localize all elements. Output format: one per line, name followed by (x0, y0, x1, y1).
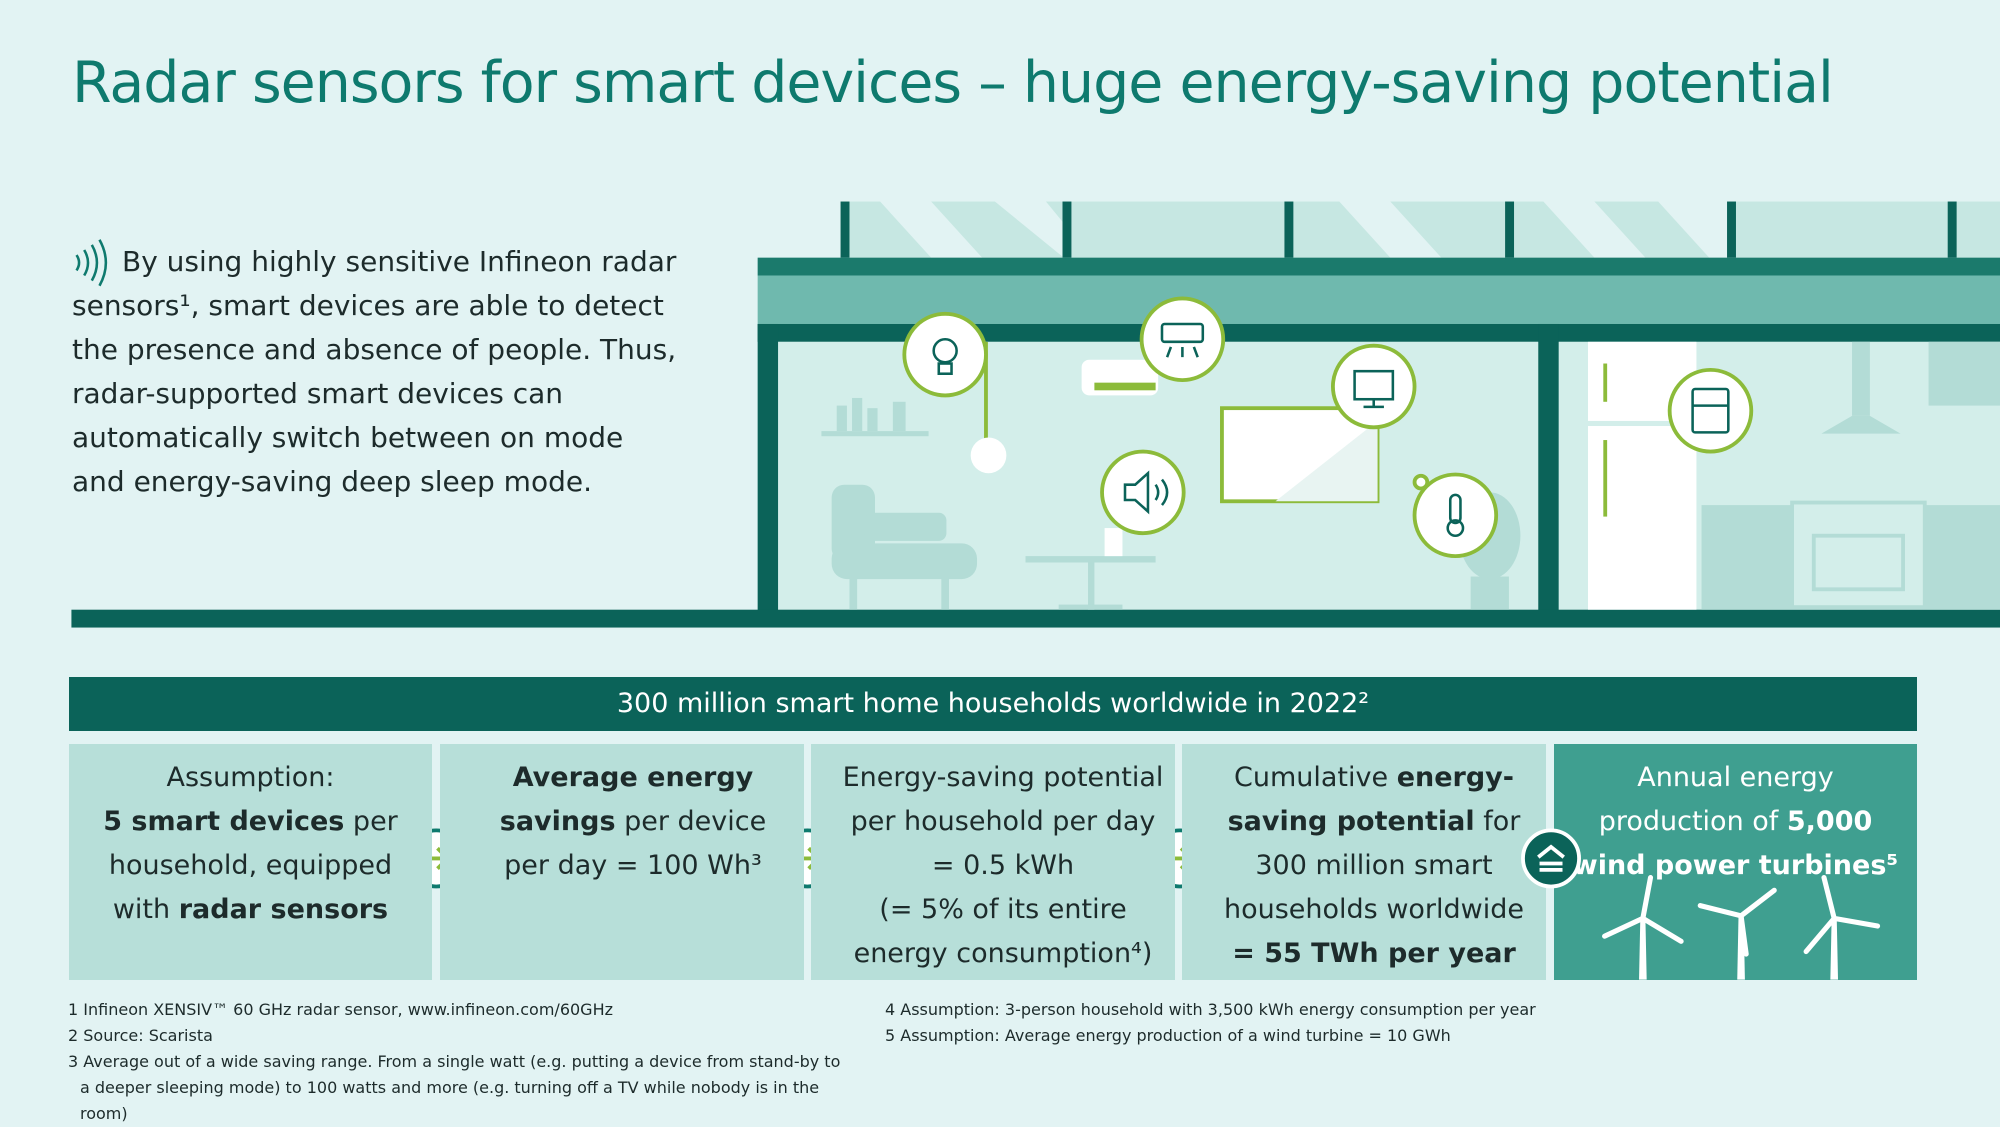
info-box: Annual energy production of 5,000 wind p… (1554, 744, 1917, 980)
ac-unit (1094, 382, 1156, 391)
info-box: Average energy savings per device per da… (440, 744, 804, 980)
info-box: Cumulative energy-saving potential for 3… (1182, 744, 1546, 980)
wall (757, 323, 779, 613)
wall (1538, 323, 1559, 613)
fridge (1603, 440, 1608, 517)
roof-band (757, 257, 2000, 276)
lamp-bulb (970, 437, 1007, 474)
speaker (1104, 528, 1123, 557)
intro-text: By using highly sensitive Infineon radar… (72, 245, 677, 498)
fridge (1603, 363, 1608, 402)
footnote: 1 Infineon XENSIV™ 60 GHz radar sensor, … (68, 1000, 613, 1019)
box-text: per household, equipped with (108, 806, 398, 925)
ceiling (757, 323, 2000, 342)
fridge (1588, 420, 1697, 427)
box-text: (= 5% of its entire energy consumption⁴) (853, 894, 1153, 969)
box-text: for 300 million smart households worldwi… (1223, 806, 1525, 925)
footnotes: 1 Infineon XENSIV™ 60 GHz radar sensor, … (68, 997, 848, 1127)
footnote: 4 Assumption: 3-person household with 3,… (885, 1000, 1536, 1019)
box-text: radar sensors (178, 894, 389, 925)
radar-icon (75, 239, 108, 287)
box-text: Cumulative (1234, 762, 1397, 793)
footnotes: 4 Assumption: 3-person household with 3,… (885, 997, 1685, 1049)
box-text: per device per day = 100 Wh³ (504, 806, 767, 881)
box-text: Annual energy production of (1598, 762, 1834, 837)
box-text: Average energy savings (499, 762, 754, 837)
footnote: 3 Average out of a wide saving range. Fr… (68, 1052, 841, 1123)
footnote: 2 Source: Scarista (68, 1026, 213, 1045)
roof-band (757, 275, 2000, 324)
info-box: Energy-saving potential per household pe… (811, 744, 1175, 980)
floor (71, 609, 2000, 628)
device-glyphs (932, 322, 1730, 537)
device-icons (902, 296, 1754, 559)
box-text: = 55 TWh per year (1232, 938, 1516, 969)
info-box: Assumption: 5 smart devices per household… (69, 744, 432, 980)
roof-glints (880, 201, 1730, 258)
box-text: energy-saving potential (1227, 762, 1514, 837)
banner: 300 million smart home households worldw… (69, 677, 1917, 731)
box-text: Energy-saving potential per household pe… (842, 762, 1164, 881)
roof-beams (840, 201, 1957, 258)
footnote: 5 Assumption: Average energy production … (885, 1026, 1451, 1045)
oven (1811, 533, 1905, 592)
title: Radar sensors for smart devices – huge e… (72, 50, 1834, 116)
box-text: 5 smart devices (103, 806, 345, 837)
tv-glare (1275, 420, 1378, 502)
box-text: Assumption: (166, 762, 335, 793)
